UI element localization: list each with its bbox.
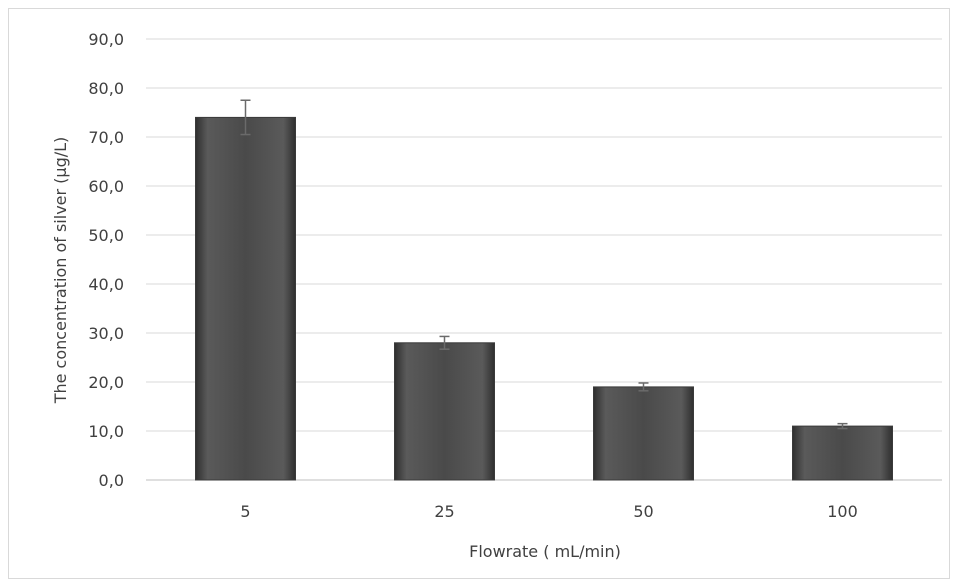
- x-tick-label: 5: [240, 502, 250, 521]
- error-bars: [240, 99, 848, 430]
- y-tick-label: 90,0: [88, 30, 124, 49]
- x-axis-title: Flowrate ( mL/min): [469, 542, 621, 561]
- x-tick-label: 25: [434, 502, 454, 521]
- error-bar-50: [638, 382, 649, 392]
- x-tick-labels: 5 25 50 100: [240, 502, 857, 521]
- y-tick-label: 20,0: [88, 373, 124, 392]
- error-bar-25: [439, 335, 450, 350]
- y-tick-label: 30,0: [88, 324, 124, 343]
- bar-25: [394, 342, 495, 481]
- y-tick-label: 70,0: [88, 128, 124, 147]
- y-tick-labels: 0,0 10,0 20,0 30,0 40,0 50,0 60,0 70,0 80,0 90,0: [88, 30, 124, 490]
- y-tick-label: 60,0: [88, 177, 124, 196]
- chart-frame: [8, 8, 950, 579]
- x-tick-label: 100: [827, 502, 858, 521]
- y-tick-label: 80,0: [88, 79, 124, 98]
- error-bar-100: [837, 422, 848, 430]
- y-tick-label: 50,0: [88, 226, 124, 245]
- x-tick-label: 50: [633, 502, 653, 521]
- y-axis-title: The concentration of silver (µg/L): [51, 137, 70, 405]
- error-bar-5: [240, 99, 251, 136]
- bar-50: [593, 386, 694, 481]
- bars: [195, 116, 893, 481]
- y-tick-label: 10,0: [88, 422, 124, 441]
- y-tick-label: 0,0: [99, 471, 124, 490]
- bar-5: [195, 116, 296, 481]
- y-tick-label: 40,0: [88, 275, 124, 294]
- bar-100: [792, 425, 893, 481]
